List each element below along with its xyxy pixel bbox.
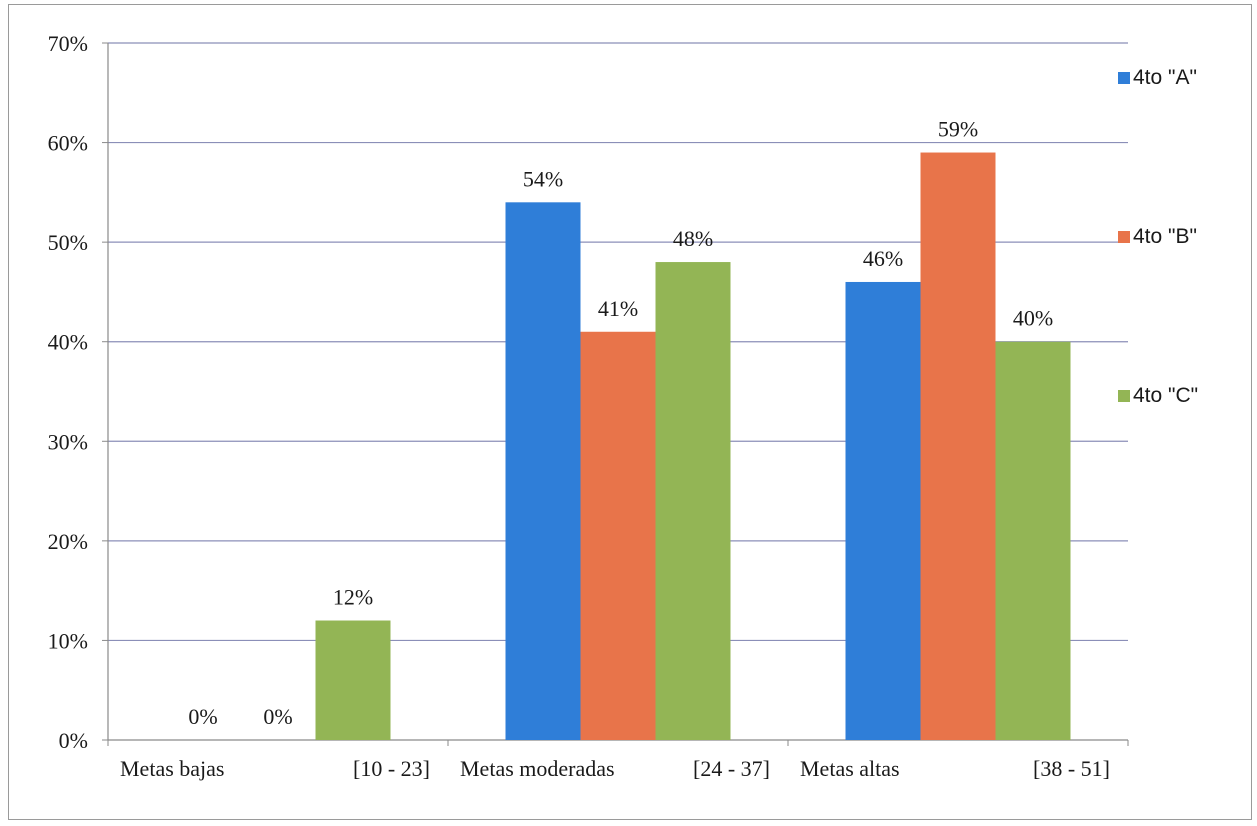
- y-tick-label: 10%: [48, 628, 88, 653]
- data-label: 0%: [263, 704, 292, 729]
- legend-label: 4to "C": [1133, 384, 1198, 407]
- category-label: Metas altas: [800, 756, 900, 781]
- category-range-label: [10 - 23]: [353, 756, 430, 781]
- data-label: 54%: [523, 166, 563, 191]
- data-label: 0%: [188, 704, 217, 729]
- category-range-label: [38 - 51]: [1033, 756, 1110, 781]
- bar: [995, 341, 1071, 740]
- y-tick-label: 0%: [59, 728, 88, 753]
- y-tick-label: 30%: [48, 429, 88, 454]
- bar: [920, 152, 996, 740]
- data-label: 12%: [333, 585, 373, 610]
- category-label: Metas moderadas: [460, 756, 615, 781]
- bar: [655, 262, 731, 740]
- legend-swatch: [1118, 72, 1130, 84]
- y-tick-label: 70%: [48, 31, 88, 56]
- bar: [845, 281, 921, 740]
- legend-swatch: [1118, 390, 1130, 402]
- bar: [505, 202, 581, 741]
- bar: [580, 331, 656, 740]
- data-label: 46%: [863, 246, 903, 271]
- bar: [315, 620, 391, 740]
- data-label: 40%: [1013, 306, 1053, 331]
- legend-label: 4to "A": [1133, 66, 1197, 89]
- category-range-label: [24 - 37]: [693, 756, 770, 781]
- data-label: 48%: [673, 226, 713, 251]
- y-tick-label: 40%: [48, 330, 88, 355]
- legend-swatch: [1118, 231, 1130, 243]
- category-label: Metas bajas: [120, 756, 224, 781]
- y-tick-label: 20%: [48, 529, 88, 554]
- data-label: 41%: [598, 296, 638, 321]
- y-tick-label: 60%: [48, 131, 88, 156]
- y-tick-label: 50%: [48, 230, 88, 255]
- legend-label: 4to "B": [1133, 225, 1197, 248]
- data-label: 59%: [938, 117, 978, 142]
